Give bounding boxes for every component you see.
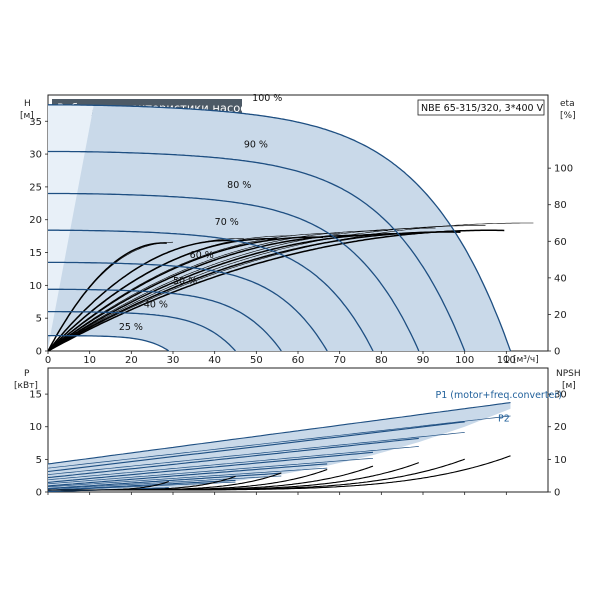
eta-aux-curve-25 — [47, 241, 174, 352]
y-axis-label-head: H — [24, 99, 31, 109]
y-axis-label-npsh: NPSH — [556, 369, 581, 379]
p1-curve-100 — [47, 402, 511, 465]
x-tick-label-40: 40 — [208, 355, 221, 366]
speed-curve-40 — [48, 310, 236, 352]
y-tick-label-npsh-0: 0 — [554, 488, 560, 499]
y-tick-label-power-15: 15 — [29, 390, 42, 401]
y-axis-label-eta: eta — [560, 99, 575, 109]
p1-curve-80 — [47, 437, 419, 479]
eta-aux-curve-40 — [47, 238, 244, 352]
y-tick-label-head-5: 5 — [36, 314, 42, 325]
p1-curve-90 — [47, 421, 465, 473]
y-tick-label-eta-100: 100 — [554, 164, 573, 175]
eta-aux-curve-100 — [47, 222, 534, 352]
y-axis-unit-head: [м] — [20, 111, 34, 121]
speed-curve-90 — [48, 150, 466, 352]
legend-item-0: P1 (motor+freq.converter) — [436, 390, 563, 401]
y-tick-label-head-25: 25 — [29, 182, 42, 193]
y-tick-label-npsh-30: 30 — [554, 390, 567, 401]
y-tick-label-eta-40: 40 — [554, 273, 567, 284]
power-legend: P1 (motor+freq.converter) P2 — [436, 390, 563, 424]
p1-curve-60 — [47, 463, 328, 487]
p2-curve-90 — [47, 432, 465, 475]
y-tick-label-power-0: 0 — [36, 488, 42, 499]
x-tick-label-80: 80 — [375, 355, 388, 366]
x-tick-label-20: 20 — [125, 355, 138, 366]
y-tick-label-head-10: 10 — [29, 281, 42, 292]
x-tick-label-10: 10 — [83, 355, 96, 366]
y-tick-label-eta-20: 20 — [554, 310, 567, 321]
y-tick-label-npsh-20: 20 — [554, 422, 567, 433]
x-axis-label: Q [м³/ч] — [503, 355, 539, 365]
speed-label-5: 50 % — [173, 276, 197, 287]
y-tick-label-eta-60: 60 — [554, 237, 567, 248]
y-tick-label-power-5: 5 — [36, 455, 42, 466]
x-tick-label-30: 30 — [167, 355, 180, 366]
p1-curve-50 — [47, 472, 282, 490]
axis-ticks: 0 10 20 30 40 50 60 70 80 90 100 110051015202530350… — [29, 117, 573, 499]
speed-curve-70 — [48, 229, 374, 352]
eta-aux-curve-90 — [47, 225, 486, 352]
y-tick-label-eta-0: 0 — [554, 347, 560, 358]
y-tick-label-head-30: 30 — [29, 150, 42, 161]
p2-curve-40 — [47, 481, 236, 491]
speed-curves — [48, 104, 512, 352]
speed-label-1: 90 % — [244, 140, 268, 151]
speed-curve-50 — [48, 288, 282, 352]
y-tick-label-eta-80: 80 — [554, 200, 567, 211]
p2-curve-60 — [47, 467, 328, 488]
x-tick-label-100: 100 — [455, 355, 474, 366]
y-axis-unit-npsh: [м] — [562, 381, 576, 391]
eta-aux-curve-50 — [47, 235, 292, 352]
x-tick-label-70: 70 — [333, 355, 346, 366]
power-curves — [47, 402, 511, 493]
x-tick-label-90: 90 — [417, 355, 430, 366]
speed-label-7: 25 % — [119, 322, 143, 333]
speed-curve-100 — [48, 104, 512, 352]
p2-curve-100 — [47, 415, 511, 469]
y-tick-label-head-20: 20 — [29, 215, 42, 226]
speed-curve-80 — [48, 192, 420, 352]
y-tick-label-power-10: 10 — [29, 422, 42, 433]
speed-labels: 100 % 90 % 80 % 70 % 60 % 50 % 40 %25 % — [119, 93, 283, 333]
p2-curve-80 — [47, 446, 419, 481]
x-tick-label-50: 50 — [250, 355, 263, 366]
model-box — [417, 99, 545, 116]
p1-curve-70 — [47, 451, 374, 483]
speed-label-6: 40 % — [144, 300, 168, 311]
y-tick-label-head-0: 0 — [36, 347, 42, 358]
model-label: NBE 65-315/320, 3*400 V — [421, 103, 544, 114]
y-tick-label-head-35: 35 — [29, 117, 42, 128]
speed-label-4: 60 % — [190, 250, 214, 261]
speed-curve-25 — [48, 334, 170, 352]
speed-label-2: 80 % — [227, 180, 251, 191]
p2-curve-70 — [47, 457, 374, 485]
x-tick-label-110: 110 — [497, 355, 516, 366]
y-axis-unit-power: [кВт] — [14, 381, 38, 391]
p1-curve-40 — [47, 479, 236, 491]
y-axis-unit-eta: [%] — [560, 111, 576, 121]
y-tick-label-head-15: 15 — [29, 248, 42, 259]
speed-label-0: 100 % — [252, 93, 282, 104]
legend-item-1: P2 — [498, 414, 510, 425]
npsh-curves — [48, 455, 511, 491]
eta-curve-60 — [47, 236, 323, 352]
speed-label-3: 70 % — [215, 217, 239, 228]
y-axis-label-power: P — [24, 369, 30, 379]
x-tick-label-60: 60 — [292, 355, 305, 366]
speed-curve-60 — [48, 261, 328, 352]
y-tick-label-npsh-10: 10 — [554, 455, 567, 466]
x-tick-label-0: 0 — [45, 355, 51, 366]
npsh-curve-25 — [48, 480, 169, 491]
